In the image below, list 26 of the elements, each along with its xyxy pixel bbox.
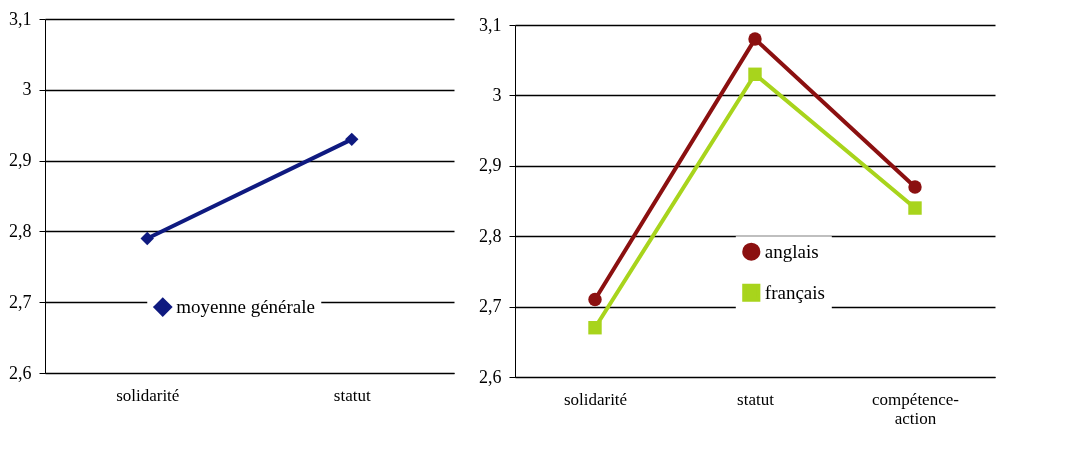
y-tick-label: 2,7	[479, 296, 502, 317]
x-tick-label: solidarité	[116, 385, 180, 405]
y-tick-label: 2,8	[479, 225, 502, 246]
y-tick-label: 2,8	[9, 220, 32, 241]
y-tick-label: 3,1	[9, 8, 32, 29]
legend-label: moyenne générale	[176, 296, 315, 318]
y-tick-label: 3,1	[479, 14, 502, 35]
x-tick-label: compétence-action	[872, 389, 960, 428]
x-tick-label: solidarité	[563, 389, 628, 409]
point	[908, 180, 922, 194]
point	[748, 67, 762, 81]
point	[908, 201, 922, 215]
x-tick-label: statut	[737, 389, 775, 409]
point	[588, 292, 602, 307]
y-tick-label: 2,7	[9, 291, 32, 312]
legend-label: anglais	[764, 240, 819, 262]
legend-label: français	[764, 281, 825, 303]
x-tick-label: statut	[333, 385, 371, 405]
y-tick-label: 2,9	[479, 155, 502, 176]
y-tick-label: 3	[22, 79, 32, 100]
point	[748, 32, 762, 46]
y-tick-label: 2,6	[9, 362, 32, 383]
y-tick-label: 3	[492, 84, 502, 105]
y-tick-label: 2,6	[479, 366, 502, 387]
y-tick-label: 2,9	[9, 150, 32, 171]
point	[588, 321, 602, 335]
